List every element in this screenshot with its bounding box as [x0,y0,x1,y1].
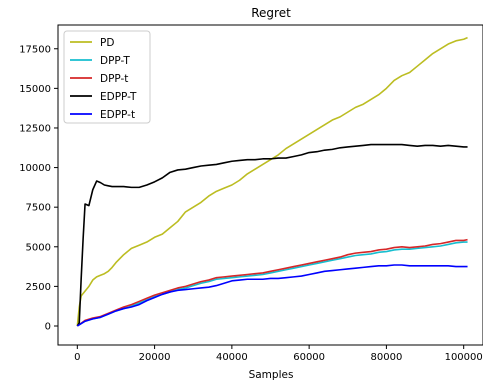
y-tick-label: 5000 [26,242,51,253]
series-line-edpp-t [76,143,468,327]
y-tick-label: 12500 [19,123,51,134]
x-tick-label: 60000 [293,352,325,363]
y-tick-label: 17500 [19,44,51,55]
series-line-dpp-t [76,241,468,327]
series-line-pd [76,36,468,327]
y-tick-label: 2500 [26,282,51,293]
legend-label-dpp-t: DPP-T [100,55,130,67]
legend-box [63,30,151,124]
x-tick-label: 20000 [139,352,171,363]
x-tick-label: 80000 [371,352,403,363]
y-tick-label: 7500 [26,203,51,214]
legend-label-dpp-t: DPP-t [100,73,128,85]
y-axis-ticks: 0 2500 5000 7500 10000 12500 15000 17500 [19,44,58,332]
legend-label-pd: PD [100,37,114,49]
y-tick-label: 10000 [19,163,51,174]
legend-label-edpp-t: EDPP-T [100,91,137,103]
x-axis-ticks: 0 20000 40000 60000 80000 100000 [74,345,483,363]
y-tick-label: 15000 [19,84,51,95]
series-layer [76,36,468,327]
y-tick-label: 0 [45,321,51,332]
legend-label-edpp-t: EDPP-t [100,109,135,121]
series-line-edpp-t [76,264,468,327]
x-tick-label: 100000 [445,352,483,363]
x-tick-label: 40000 [216,352,248,363]
x-axis-label: Samples [249,369,294,381]
plot-frame [57,24,483,346]
series-line-dpp-t [76,238,468,327]
x-tick-label: 0 [74,352,80,363]
chart-title: Regret [251,6,291,20]
legend: PD DPP-T DPP-t EDPP-T EDPP-t [63,30,151,124]
